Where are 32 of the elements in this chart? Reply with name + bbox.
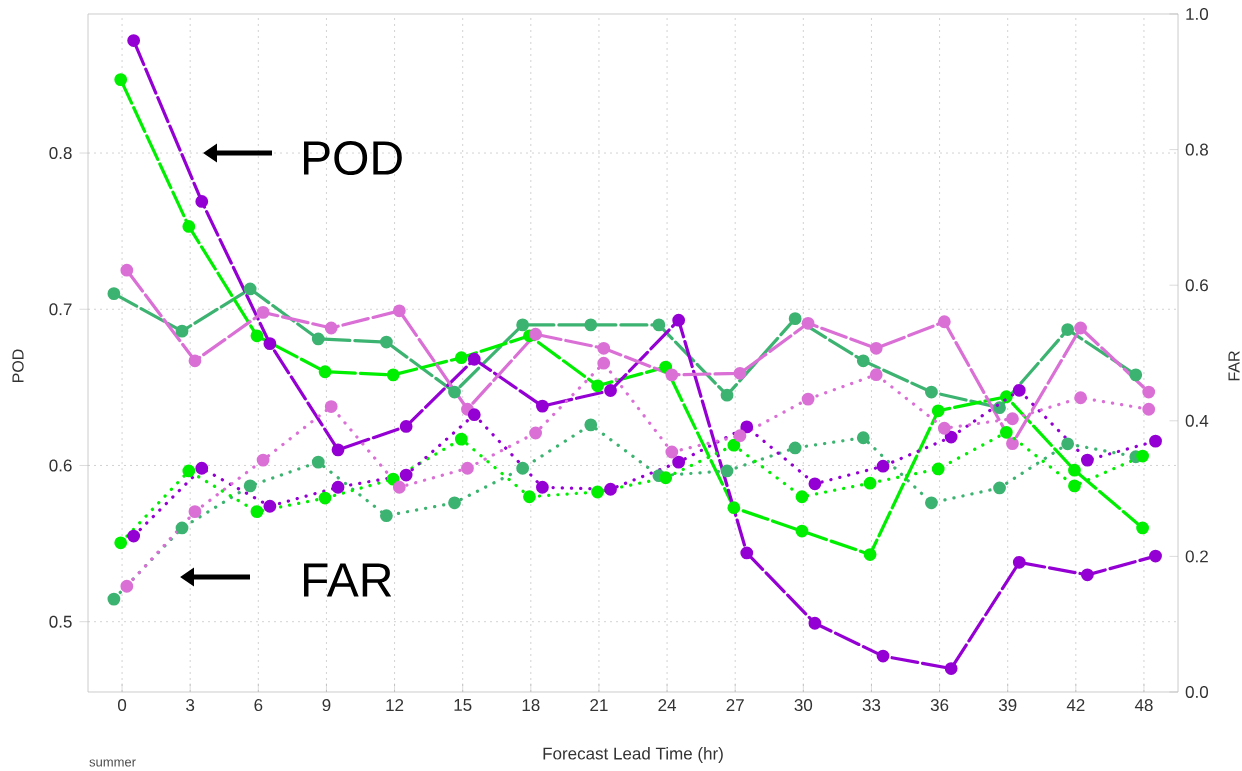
x-tick-label: 33 (862, 699, 881, 712)
x-tick-label: 27 (726, 699, 744, 711)
annotation: FAR (304, 563, 392, 597)
x-tick-label: 36 (930, 699, 949, 712)
x-tick-label: 24 (658, 699, 677, 711)
annotation: POD (304, 141, 402, 175)
x-axis-title: Forecast Lead Time (hr) (543, 747, 723, 763)
y2-tick-label: 0.0 (1185, 685, 1209, 699)
x-tick-label: 3 (186, 699, 195, 712)
y2-tick-label: 1.0 (1186, 7, 1209, 20)
x-tick-label: 6 (254, 699, 263, 712)
x-tick-label: 15 (454, 699, 472, 711)
y-tick-label: 0.7 (49, 303, 72, 316)
text: summer (89, 759, 136, 767)
x-tick-label: 9 (322, 699, 331, 712)
y2-tick-label: 0.2 (1185, 550, 1208, 563)
x-tick-label: 18 (522, 699, 540, 712)
x-tick-label: 48 (1134, 699, 1153, 712)
x-tick-label: 0 (118, 699, 127, 712)
x-tick-label: 39 (998, 699, 1017, 712)
y2-axis-title: FAR (1228, 351, 1240, 381)
x-tick-label: 42 (1066, 699, 1085, 711)
y-tick-label: 0.8 (49, 147, 72, 160)
y-tick-label: 0.5 (49, 615, 72, 628)
x-tick-label: 30 (794, 699, 813, 712)
y2-tick-label: 0.6 (1185, 279, 1208, 292)
y2-tick-label: 0.8 (1185, 143, 1208, 156)
y-axis-title: POD (12, 349, 24, 383)
x-tick-label: 21 (590, 699, 608, 711)
x-tick-label: 12 (386, 699, 404, 711)
y-tick-label: 0.6 (49, 459, 72, 472)
y2-tick-label: 0.4 (1185, 414, 1209, 427)
